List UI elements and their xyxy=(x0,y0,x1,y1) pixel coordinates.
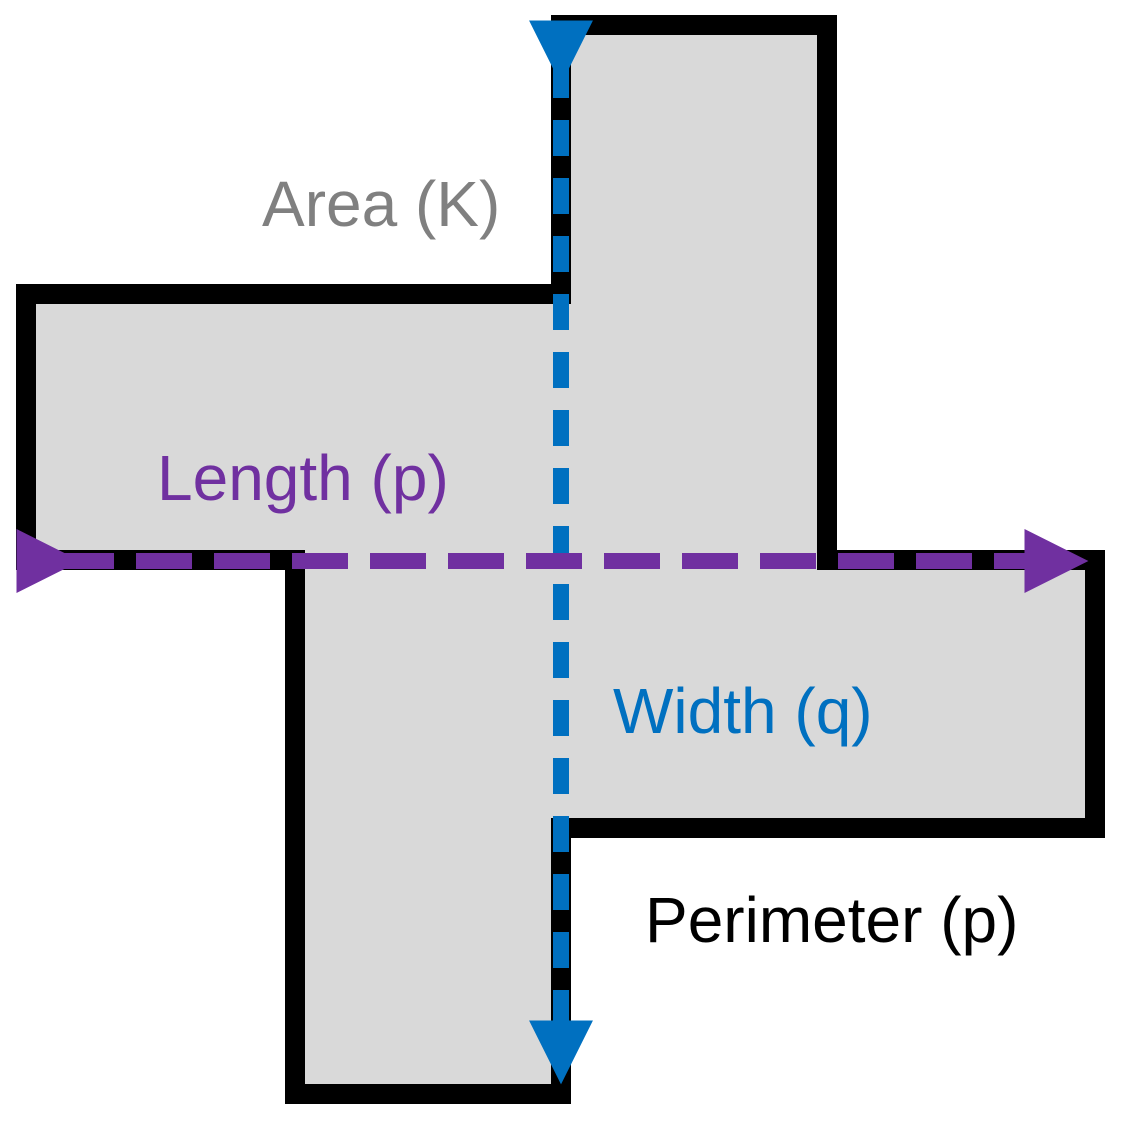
perimeter-label: Perimeter (p) xyxy=(645,884,1018,956)
length-label: Length (p) xyxy=(157,442,449,514)
width-label: Width (q) xyxy=(613,675,873,747)
area-label: Area (K) xyxy=(262,168,500,240)
